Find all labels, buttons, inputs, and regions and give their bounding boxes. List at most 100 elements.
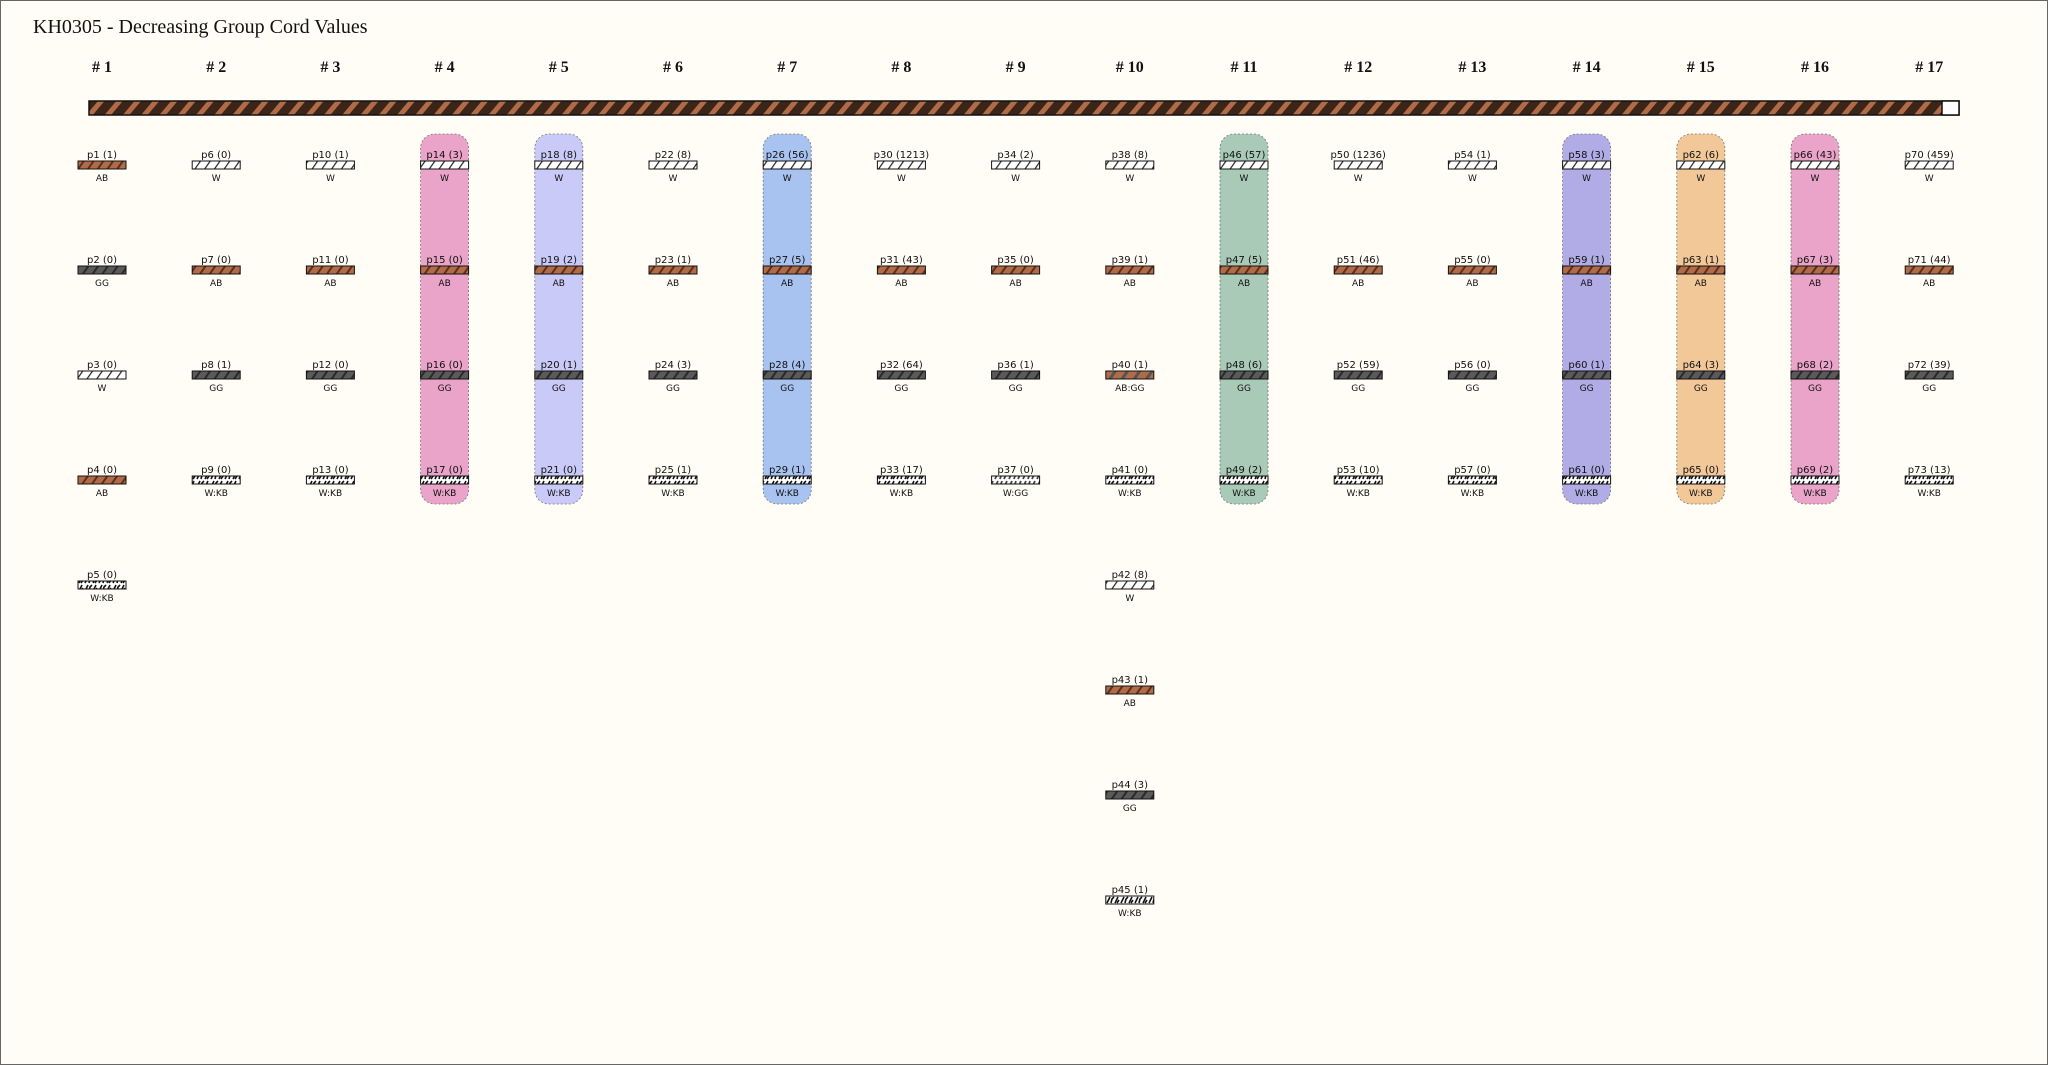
cord-color: W bbox=[554, 174, 563, 184]
cord-label: p40 (1) bbox=[1112, 360, 1149, 371]
cord-label: p34 (2) bbox=[997, 150, 1034, 161]
cord-label: p41 (0) bbox=[1112, 465, 1149, 476]
cord-color: GG bbox=[1580, 384, 1594, 394]
group-highlight bbox=[1562, 133, 1611, 505]
group-label: # 4 bbox=[435, 59, 455, 76]
cord bbox=[305, 370, 355, 380]
cord-color: AB bbox=[1809, 279, 1821, 289]
cord-label: p2 (0) bbox=[87, 255, 117, 266]
cord bbox=[1904, 265, 1954, 275]
cord-label: p68 (2) bbox=[1797, 360, 1834, 371]
group-label: # 5 bbox=[549, 59, 569, 76]
cord-color: AB bbox=[781, 279, 793, 289]
cord-color: W bbox=[1582, 174, 1591, 184]
cord bbox=[305, 160, 355, 170]
cord-label: p22 (8) bbox=[655, 150, 692, 161]
cord-label: p37 (0) bbox=[997, 465, 1034, 476]
cord-label: p18 (8) bbox=[541, 150, 578, 161]
cord-color: W:KB bbox=[890, 489, 913, 499]
cord-label: p64 (3) bbox=[1683, 360, 1720, 371]
cord bbox=[876, 475, 926, 485]
cord-color: AB bbox=[1238, 279, 1250, 289]
cord bbox=[420, 160, 470, 170]
cord-color: W:KB bbox=[1689, 489, 1712, 499]
cord-color: AB bbox=[1466, 279, 1478, 289]
cord-label: p56 (0) bbox=[1454, 360, 1491, 371]
cord-label: p4 (0) bbox=[87, 465, 117, 476]
cord-color: W bbox=[1240, 174, 1249, 184]
cord-color: W bbox=[440, 174, 449, 184]
cord bbox=[1904, 475, 1954, 485]
cord-label: p42 (8) bbox=[1112, 570, 1149, 581]
cord bbox=[191, 160, 241, 170]
group-highlight bbox=[1790, 133, 1840, 505]
cord-label: p61 (0) bbox=[1568, 465, 1605, 476]
cord-color: W bbox=[1011, 174, 1020, 184]
cord-color: W bbox=[1125, 174, 1134, 184]
group-label: # 7 bbox=[777, 59, 797, 76]
cord-color: AB bbox=[1124, 279, 1136, 289]
cord bbox=[1333, 265, 1383, 275]
group-highlight bbox=[1676, 133, 1726, 505]
cord bbox=[762, 475, 812, 485]
cord-color: W:KB bbox=[1917, 489, 1940, 499]
cord bbox=[1562, 160, 1612, 170]
cord bbox=[762, 160, 812, 170]
cord bbox=[305, 475, 355, 485]
cord-label: p62 (6) bbox=[1683, 150, 1720, 161]
cord-label: p53 (10) bbox=[1337, 465, 1380, 476]
cord-label: p59 (1) bbox=[1568, 255, 1605, 266]
cord bbox=[762, 370, 812, 380]
cord-label: p7 (0) bbox=[201, 255, 231, 266]
group-highlight bbox=[1219, 133, 1269, 505]
title: KH0305 - Decreasing Group Cord Values bbox=[33, 16, 368, 38]
cord-label: p28 (4) bbox=[769, 360, 806, 371]
cord-color: GG bbox=[95, 279, 109, 289]
cord-color: W:KB bbox=[1575, 489, 1598, 499]
cord-label: p17 (0) bbox=[426, 465, 463, 476]
cord bbox=[1219, 475, 1269, 485]
cord bbox=[1333, 475, 1383, 485]
cord bbox=[534, 265, 584, 275]
cord-color: W:KB bbox=[1803, 489, 1826, 499]
cord-color: AB bbox=[96, 489, 108, 499]
group-highlight bbox=[420, 133, 470, 505]
cord-label: p25 (1) bbox=[655, 465, 692, 476]
cord bbox=[1447, 160, 1497, 170]
group-highlight bbox=[534, 133, 584, 505]
cord-color: AB bbox=[895, 279, 907, 289]
cord-color: W:KB bbox=[319, 489, 342, 499]
group-label: # 9 bbox=[1006, 59, 1026, 76]
cord-label: p33 (17) bbox=[880, 465, 923, 476]
group-label: # 1 bbox=[92, 59, 112, 76]
group-label: # 3 bbox=[320, 59, 340, 76]
cord-color: GG bbox=[1351, 384, 1365, 394]
cord bbox=[991, 160, 1041, 170]
cord bbox=[420, 370, 470, 380]
cord bbox=[1447, 265, 1497, 275]
cord bbox=[77, 475, 127, 485]
cord-label: p43 (1) bbox=[1112, 675, 1149, 686]
cord-color: AB:GG bbox=[1115, 384, 1144, 394]
cord-color: GG bbox=[1123, 804, 1137, 814]
cord-label: p29 (1) bbox=[769, 465, 806, 476]
cord-color: W:KB bbox=[1461, 489, 1484, 499]
cord bbox=[1790, 265, 1840, 275]
cord-label: p30 (1213) bbox=[874, 150, 930, 161]
cord-group: # 2 p6 (0) Wp7 (0) AB p8 (1) GG p9 (0) W:KB bbox=[191, 59, 241, 499]
cord-label: p57 (0) bbox=[1454, 465, 1491, 476]
cord-color: W:KB bbox=[547, 489, 570, 499]
cord bbox=[1105, 895, 1155, 905]
cord-color: W bbox=[669, 174, 678, 184]
cord-label: p19 (2) bbox=[541, 255, 578, 266]
cord-label: p69 (2) bbox=[1797, 465, 1834, 476]
cord bbox=[534, 475, 584, 485]
cord bbox=[191, 370, 241, 380]
group-label: # 14 bbox=[1573, 59, 1601, 76]
cord bbox=[648, 370, 698, 380]
group-label: # 12 bbox=[1344, 59, 1372, 76]
cord-color: GG bbox=[1922, 384, 1936, 394]
